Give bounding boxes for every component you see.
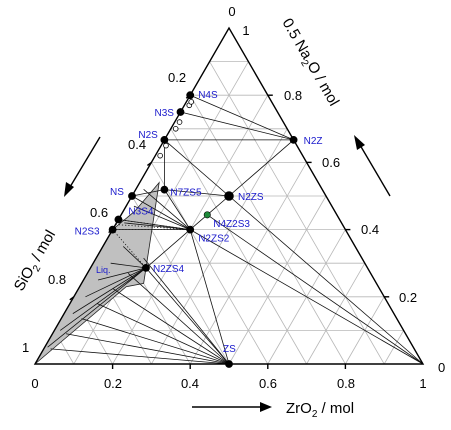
tie-line: [127, 272, 230, 365]
phase-point-n3s: [176, 108, 185, 116]
phase-point-n4z2s3: [203, 211, 211, 219]
phase-label-n3s4: N3S4: [128, 207, 153, 218]
tie-line: [190, 229, 424, 365]
phase-points: [108, 91, 298, 368]
bottom-tick-0-2: 0.2: [104, 376, 122, 391]
phase-point-n2s3: [108, 225, 117, 234]
phase-point-n2zs: [224, 191, 234, 201]
phase-label-n2s3: N2S3: [75, 227, 100, 238]
right-tick-0-4: 0.4: [361, 222, 379, 237]
liquidus-open-point: [172, 126, 179, 132]
left-tick-0-4: 0.4: [128, 137, 146, 152]
tie-line: [81, 318, 230, 365]
phase-point-zs: [225, 360, 233, 368]
grid-line: [209, 61, 385, 365]
tie-line: [122, 246, 147, 269]
bottom-tick-0-4: 0.4: [181, 376, 199, 391]
phase-label-n2s: N2S: [138, 130, 158, 141]
phase-labels: N4S N3S N2S NS N3S4 N2S3 N2Z N2ZS N4Z2S3 N2ZS2 N7Z…: [75, 90, 323, 355]
phase-label-n3s: N3S: [155, 108, 175, 119]
tie-line: [59, 267, 147, 331]
tie-line: [207, 214, 424, 365]
tie-line: [118, 219, 191, 230]
right-tick-0-8: 0.8: [284, 88, 302, 103]
tie-line: [85, 267, 147, 298]
bottom-tick-0-8: 0.8: [337, 376, 355, 391]
top-apex-zro2-label: 0: [228, 4, 235, 19]
phase-label-n4z2s3: N4Z2S3: [213, 219, 250, 230]
grid-line: [170, 128, 307, 365]
tie-line: [131, 195, 191, 230]
tie-line: [180, 111, 294, 141]
left-tick-0-8: 0.8: [48, 272, 66, 287]
tie-line: [50, 348, 230, 365]
zro2-axis-title: ZrO2 / mol: [286, 400, 354, 420]
tie-line: [143, 188, 191, 230]
liquidus-open-points: [157, 99, 195, 159]
right-tick-0-6: 0.6: [322, 155, 340, 170]
phase-point-ns: [128, 192, 136, 200]
phase-point-n2s: [160, 135, 169, 144]
right-apex-label: 0: [438, 360, 445, 375]
tie-line: [97, 267, 147, 281]
liquidus-open-point: [176, 119, 183, 125]
tie-line: [228, 139, 294, 197]
tie-line: [133, 205, 191, 230]
phase-label-n2z: N2Z: [304, 136, 323, 147]
tie-line: [164, 139, 230, 197]
phase-label-n2zs: N2ZS: [238, 192, 264, 203]
tie-line: [96, 303, 230, 365]
tie-line: [145, 229, 191, 269]
liquid-region-label: Liq.: [96, 265, 111, 275]
phase-label-n7zs5: N7ZS5: [170, 188, 202, 199]
dotted-tie-line: [112, 229, 147, 269]
liquidus-open-point: [157, 152, 163, 159]
phase-point-n2zs2: [186, 225, 195, 234]
phase-label-ns: NS: [110, 187, 124, 198]
bottom-tick-0-6: 0.6: [259, 376, 277, 391]
tie-line: [189, 229, 230, 365]
phase-point-n2z: [289, 135, 298, 144]
tie-lines: [47, 94, 424, 365]
left-tick-0-2: 0.2: [168, 70, 186, 85]
phase-point-n2zs4: [142, 264, 150, 272]
tie-line: [164, 189, 230, 197]
phase-label-zs: ZS: [223, 344, 236, 355]
tie-line: [47, 267, 147, 348]
tie-line: [143, 257, 230, 365]
tie-line: [190, 94, 294, 141]
phase-point-n3s4: [114, 215, 123, 224]
tie-line: [65, 333, 230, 365]
tie-line: [164, 189, 191, 230]
phase-label-n2zs2: N2ZS2: [198, 234, 230, 245]
left-apex-label: 1: [22, 340, 29, 355]
right-tick-0-2: 0.2: [399, 290, 417, 305]
tie-line: [228, 195, 424, 365]
sio2-direction-arrow: [64, 136, 101, 197]
left-tick-0-6: 0.6: [90, 205, 108, 220]
phase-point-n7zs5: [160, 185, 169, 194]
left-tick-mark: [146, 161, 152, 166]
left-tick-mark: [69, 296, 75, 301]
zro2-direction-arrow: [192, 402, 272, 412]
phase-label-n4s: N4S: [198, 90, 218, 101]
bottom-tick-0: 0: [31, 376, 38, 391]
bottom-tick-1: 1: [419, 376, 426, 391]
tie-line: [145, 267, 230, 365]
top-apex-na2o-label: 1: [242, 23, 249, 38]
tie-line: [112, 288, 230, 365]
phase-label-n2zs4: N2ZS4: [153, 264, 185, 275]
na2o-direction-arrow: [354, 135, 391, 197]
tie-line: [110, 262, 147, 269]
liquidus-open-point: [188, 99, 195, 105]
tie-line: [72, 267, 147, 314]
liquidus-open-point: [163, 142, 169, 149]
phase-point-n4s: [186, 91, 195, 100]
tie-line: [124, 222, 191, 230]
